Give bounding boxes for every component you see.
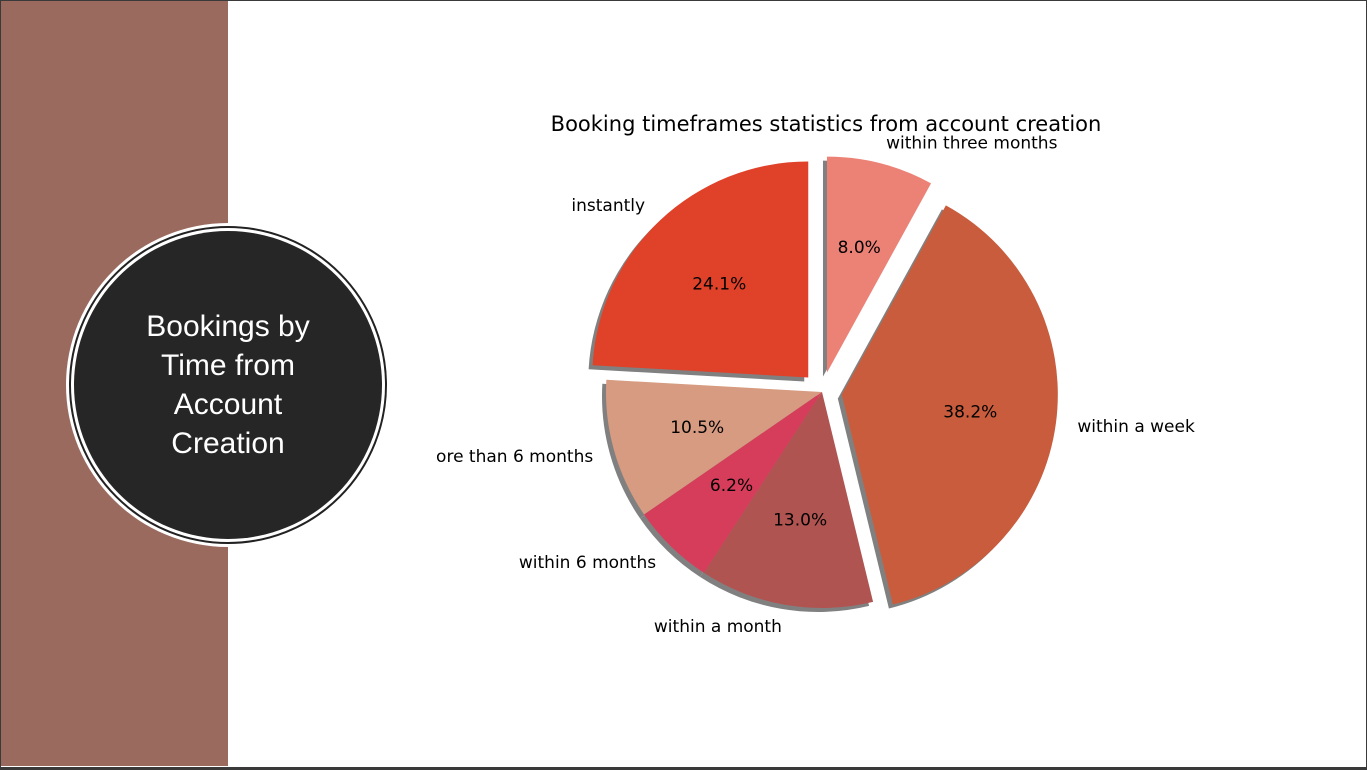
slice-instantly [592,161,809,378]
slice-ore-than-6-months [606,379,822,515]
category-label-instantly: instantly [571,196,645,216]
category-label-within-a-month: within a month [654,617,782,637]
title-circle: Bookings by Time from Account Creation [74,231,382,539]
chart-title: Booking timeframes statistics from accou… [551,112,1102,136]
category-label-within-a-week: within a week [1077,417,1195,437]
slice-within-a-week [841,205,1058,605]
pct-label-within-a-week: 38.2% [943,403,997,423]
category-label-within-three-months: within three months [886,133,1058,153]
pct-label-within-a-month: 13.0% [773,511,827,531]
pie-slices [592,156,1058,608]
category-label-within-6-months: within 6 months [519,553,656,573]
pct-label-within-three-months: 8.0% [838,238,881,258]
pct-label-within-6-months: 6.2% [710,476,753,496]
slice-labels: 24.1% instantly 10.5% ore than 6 months 6.2%… [436,133,1195,637]
slice-within-a-month [703,392,874,608]
pct-label-instantly: 24.1% [692,274,746,294]
slide-title: Bookings by Time from Account Creation [146,310,310,460]
slice-within-6-months [644,392,822,573]
slice-within-three-months [826,156,932,373]
category-label-ore-than-6-months: ore than 6 months [436,447,593,467]
pct-label-ore-than-6-months: 10.5% [670,418,724,438]
